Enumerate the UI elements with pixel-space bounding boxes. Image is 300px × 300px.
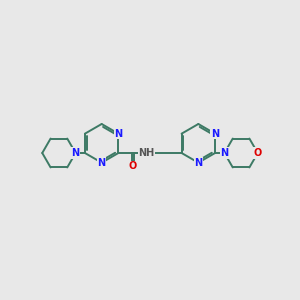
Text: N: N	[220, 148, 229, 158]
Text: N: N	[211, 129, 219, 139]
Text: N: N	[71, 148, 80, 158]
Text: N: N	[114, 129, 122, 139]
Text: NH: NH	[138, 148, 154, 158]
Text: N: N	[194, 158, 202, 168]
Text: N: N	[98, 158, 106, 168]
Text: O: O	[128, 161, 136, 171]
Text: O: O	[254, 148, 262, 158]
